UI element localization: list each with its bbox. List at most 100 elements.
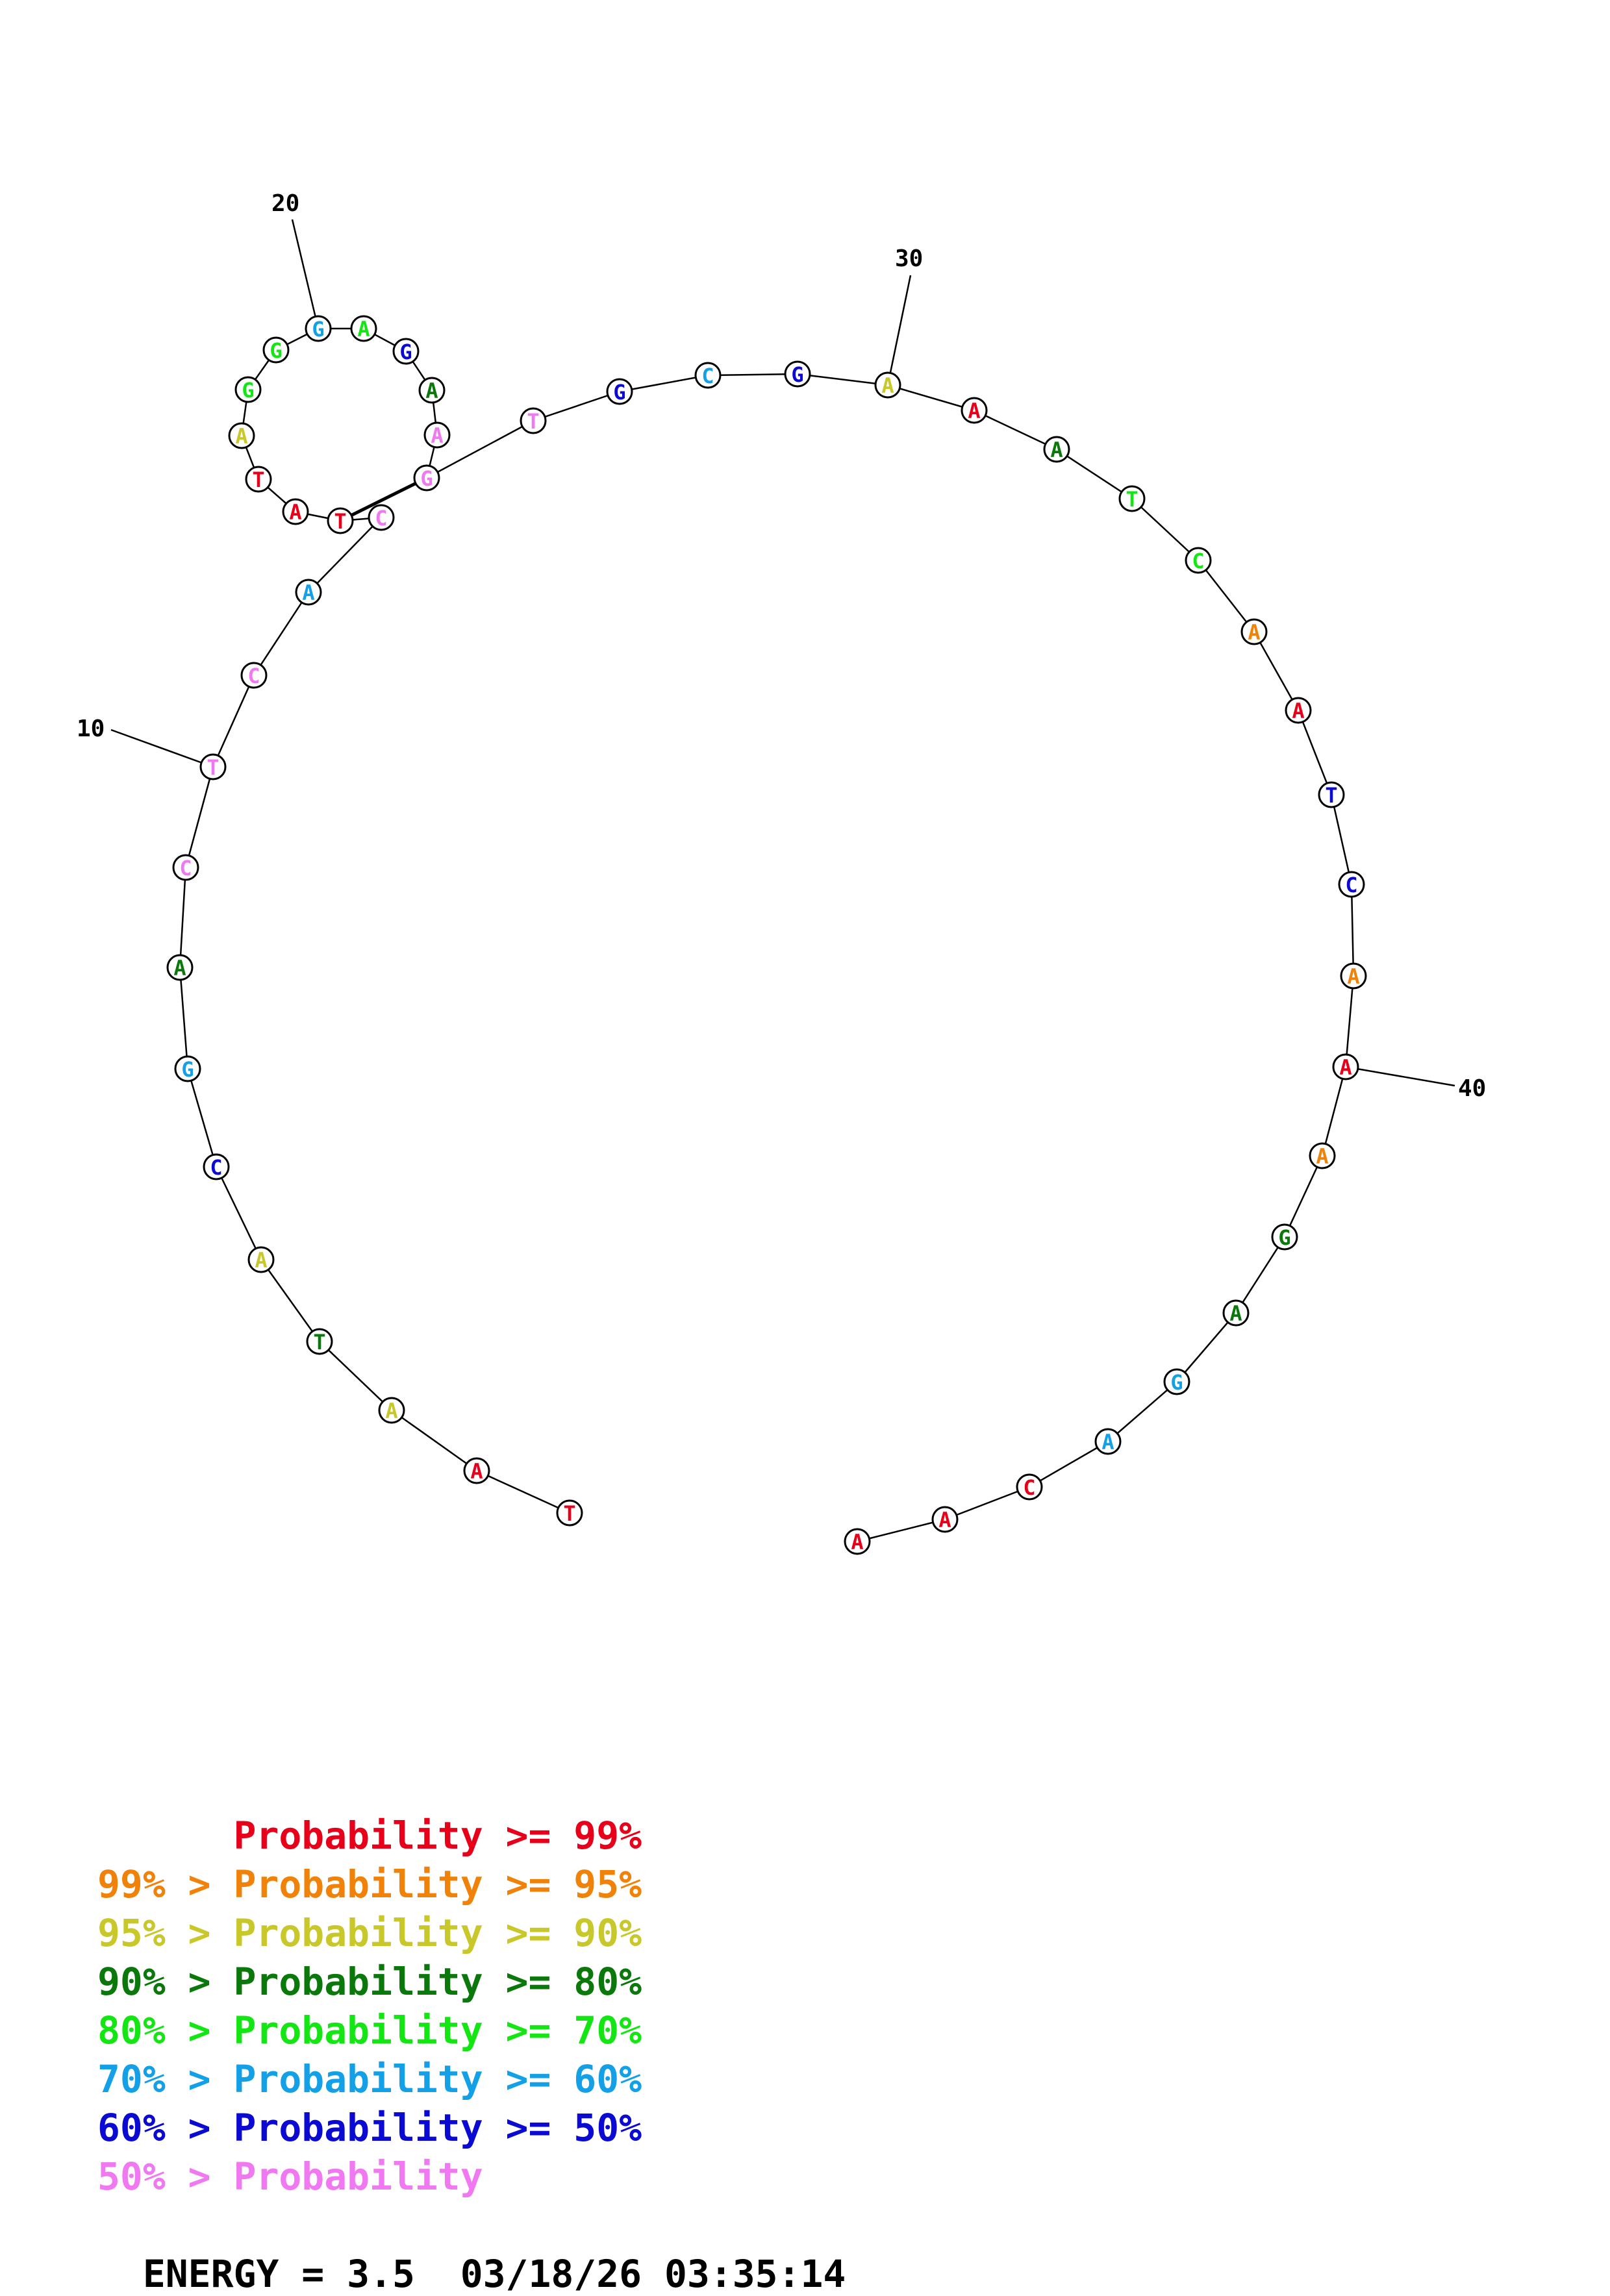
- nucleotide-letter: G: [1170, 1370, 1183, 1395]
- nucleotide-circle: [961, 397, 988, 424]
- nucleotide: C: [203, 1153, 230, 1180]
- nucleotide-circle: [392, 338, 420, 365]
- legend-threshold: 90% >: [97, 1960, 234, 2004]
- nucleotide: A: [1309, 1142, 1336, 1169]
- nucleotide-letter: A: [173, 956, 186, 980]
- nucleotide-circle: [234, 376, 262, 403]
- backbone-segment: [308, 517, 382, 593]
- legend-threshold: 95% >: [97, 1911, 234, 1955]
- nucleotide: A: [423, 421, 451, 449]
- nucleotide-letter: A: [357, 317, 370, 342]
- nucleotide-letter: A: [1050, 438, 1063, 462]
- position-tick-line: [1345, 1066, 1455, 1087]
- nucleotide-circle: [262, 336, 290, 364]
- nucleotide-letter: A: [235, 424, 247, 449]
- position-label: 40: [1458, 1075, 1486, 1102]
- nucleotide-circle: [247, 1246, 275, 1273]
- nucleotide-circle: [463, 1457, 490, 1484]
- nucleotide: A: [247, 1246, 275, 1273]
- nucleotide-circle: [166, 954, 194, 981]
- backbone-segment: [260, 1259, 321, 1342]
- nucleotide-letter: G: [242, 378, 254, 403]
- nucleotide-letter: G: [613, 380, 625, 405]
- nucleotide: G: [784, 360, 811, 388]
- nucleotide: T: [556, 1499, 583, 1527]
- nucleotide: G: [413, 464, 440, 492]
- backbone-segment: [619, 374, 709, 393]
- nucleotide-letter: C: [1192, 549, 1204, 573]
- nucleotide: G: [1163, 1368, 1190, 1395]
- legend-row: 50% > Probability: [97, 2152, 642, 2201]
- backbone-segment: [797, 373, 888, 386]
- legend-row: 80% > Probability >= 70%: [97, 2006, 642, 2055]
- nucleotide: T: [327, 507, 354, 534]
- nucleotide: A: [295, 579, 322, 606]
- nucleotide: A: [1332, 1053, 1359, 1080]
- nucleotide-letter: T: [334, 509, 346, 534]
- nucleotide-letter: G: [181, 1057, 194, 1082]
- nucleotide-letter: T: [252, 468, 264, 492]
- nucleotide-circle: [1016, 1473, 1043, 1501]
- nucleotide: A: [228, 422, 255, 449]
- nucleotide: G: [234, 376, 262, 403]
- nucleotide-letter: A: [1292, 699, 1304, 723]
- legend-probability-range: Probability >= 90%: [233, 1911, 642, 1955]
- backbone-segment: [179, 867, 187, 968]
- nucleotide-circle: [1271, 1223, 1298, 1251]
- nucleotide-letter: C: [247, 664, 260, 688]
- nucleotide: A: [1094, 1428, 1122, 1455]
- position-label: 10: [77, 716, 105, 742]
- nucleotide-letter: A: [968, 399, 980, 423]
- nucleotide-circle: [1332, 1053, 1359, 1080]
- nucleotide-circle: [306, 1328, 333, 1355]
- probability-legend: Probability >= 99% 99% > Probability >= 9…: [97, 1812, 642, 2201]
- backbone-segment: [1321, 1066, 1347, 1156]
- nucleotide-letter: A: [1339, 1055, 1352, 1080]
- nucleotide-circle: [305, 315, 332, 342]
- legend-threshold: 80% >: [97, 2008, 234, 2053]
- nucleotide-circle: [295, 579, 322, 606]
- nucleotide-letter: G: [270, 338, 282, 363]
- nucleotide: C: [694, 362, 722, 389]
- nucleotide-circle: [556, 1499, 583, 1527]
- nucleotide-letter: A: [289, 500, 301, 525]
- nucleotide: A: [1285, 697, 1312, 724]
- legend-row: 90% > Probability >= 80%: [97, 1958, 642, 2006]
- backbone-segment: [944, 1486, 1030, 1521]
- nucleotide-letter: G: [1278, 1225, 1290, 1250]
- nucleotide: G: [262, 336, 290, 364]
- nucleotide: T: [1318, 781, 1345, 808]
- backbone-segment: [391, 1409, 477, 1472]
- nucleotide-circle: [606, 378, 633, 405]
- nucleotide: A: [1340, 962, 1367, 990]
- nucleotide: A: [1240, 618, 1268, 645]
- legend-probability-range: Probability >= 95%: [233, 1862, 642, 1906]
- legend-probability-range: Probability >= 50%: [233, 2106, 642, 2150]
- legend-row: 60% > Probability >= 50%: [97, 2104, 642, 2152]
- nucleotide-circle: [1222, 1299, 1250, 1327]
- nucleotide-circle: [413, 464, 440, 492]
- backbone-segment: [1107, 1381, 1177, 1442]
- nucleotide-circle: [282, 498, 309, 525]
- legend-row: 95% > Probability >= 90%: [97, 1909, 642, 1958]
- nucleotide-letter: C: [210, 1155, 222, 1180]
- nucleotide: T: [1118, 485, 1146, 512]
- backbone-segment: [1330, 794, 1353, 885]
- backbone-segment: [1297, 710, 1333, 795]
- nucleotide-circle: [418, 377, 446, 404]
- nucleotide: C: [1185, 547, 1212, 574]
- nucleotide: T: [245, 466, 272, 493]
- legend-probability-range: Probability >= 60%: [233, 2057, 642, 2101]
- position-tick-line: [110, 729, 214, 768]
- nucleotide-letter: T: [1325, 783, 1337, 808]
- nucleotide-circle: [172, 854, 199, 881]
- nucleotide-letter: T: [527, 409, 539, 434]
- nucleotide: A: [350, 315, 377, 342]
- backbone-segment: [179, 967, 189, 1069]
- nucleotide-circle: [368, 504, 395, 531]
- nucleotide-letter: A: [1248, 620, 1260, 645]
- nucleotide-circle: [174, 1055, 201, 1082]
- nucleotide: A: [874, 371, 901, 399]
- backbone-segment: [1350, 884, 1355, 977]
